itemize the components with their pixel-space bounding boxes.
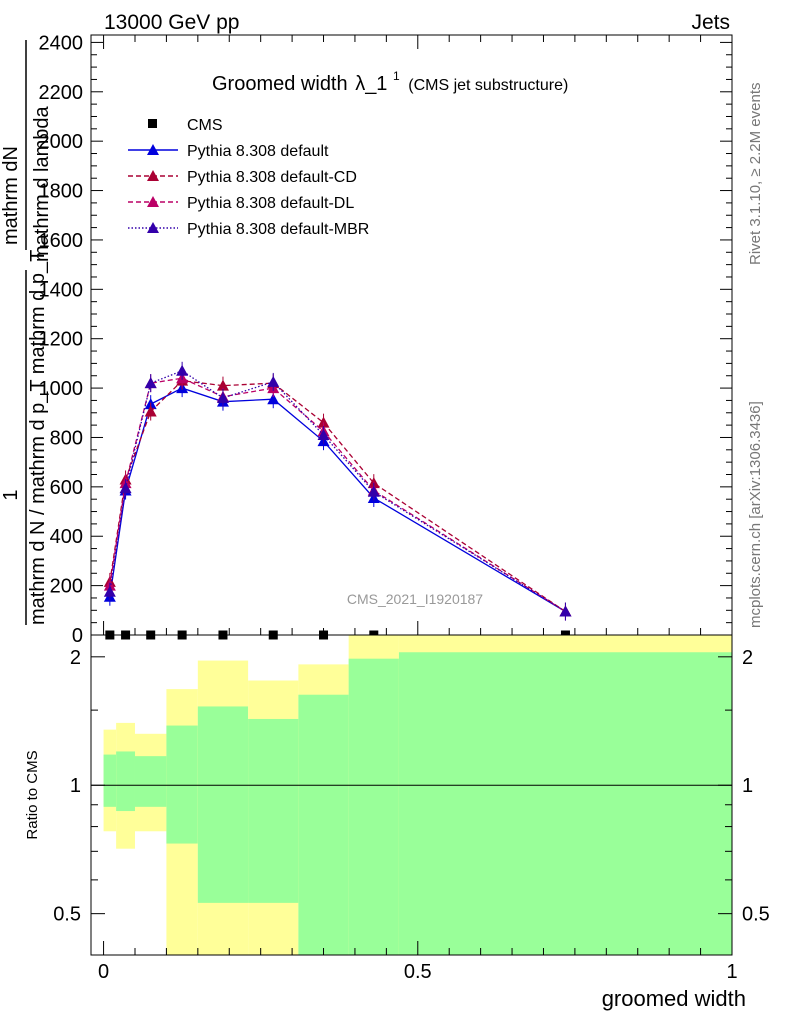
main-ylabel-numerator-sub: mathrm d lambda — [31, 106, 53, 262]
series-line-3 — [109, 377, 566, 613]
ratio-x-axis: 0 0.5 1 — [98, 941, 738, 983]
main-x-ticks — [103, 35, 733, 635]
main-ytick-label: 2000 — [39, 131, 84, 153]
legend: CMS Pythia 8.308 default Pythia 8.308 de… — [128, 117, 369, 238]
series-marker-4 — [103, 585, 116, 597]
series-marker-2 — [317, 416, 330, 428]
ratio-band-inner — [134, 756, 167, 807]
main-ytick-label: 1200 — [39, 329, 84, 351]
chart-title-symbol: λ_1 — [355, 73, 387, 95]
header-right: Jets — [691, 11, 730, 34]
ratio-xtick-label: 0.5 — [404, 961, 432, 983]
ratio-ylabel: Ratio to CMS — [24, 750, 41, 839]
legend-marker-dl — [147, 196, 159, 207]
ratio-band-inner — [166, 725, 198, 844]
ratio-xtick-label: 1 — [726, 961, 737, 983]
series-line-1 — [109, 387, 566, 613]
series-marker-2 — [144, 405, 157, 417]
main-ytick-label: 1000 — [39, 378, 84, 400]
series-marker-4 — [216, 391, 229, 403]
legend-marker-cd — [147, 170, 159, 181]
chart-title-text: Groomed width — [212, 73, 348, 95]
legend-entry-mbr: Pythia 8.308 default-MBR — [128, 221, 369, 238]
legend-entry-cd: Pythia 8.308 default-CD — [128, 169, 357, 186]
ratio-band-inner — [197, 706, 249, 903]
main-ytick-label: 800 — [50, 427, 83, 449]
main-ytick-label: 1800 — [39, 181, 84, 203]
ratio-ytick-label: 2 — [70, 647, 81, 669]
series-marker-4 — [267, 375, 280, 387]
ratio-y-axis: 0.5 0.5 1 1 2 2 — [53, 647, 770, 926]
x-axis-label: groomed width — [602, 986, 746, 1011]
ratio-ytick-label: 0.5 — [53, 904, 81, 926]
series-line-2 — [109, 379, 566, 613]
series-marker-4 — [559, 605, 572, 617]
legend-entry-cms: CMS — [148, 117, 223, 134]
main-ytick-label: 2200 — [39, 82, 84, 104]
legend-entry-dl: Pythia 8.308 default-DL — [128, 195, 354, 212]
main-series — [103, 361, 572, 640]
legend-label-dl: Pythia 8.308 default-DL — [187, 195, 354, 212]
legend-label-cd: Pythia 8.308 default-CD — [187, 169, 357, 186]
series-marker-4 — [176, 364, 189, 376]
ratio-band-inner — [116, 751, 135, 812]
watermark: CMS_2021_I1920187 — [347, 591, 483, 607]
ratio-ytick-label-right: 2 — [742, 647, 753, 669]
series-line-4 — [109, 370, 566, 613]
ratio-ytick-label-right: 1 — [742, 775, 753, 797]
legend-marker-default — [147, 144, 159, 155]
main-ylabel-denominator: mathrm d N / mathrm d p_T mathrm d p_T — [27, 250, 49, 625]
ratio-bands — [103, 635, 732, 955]
main-ytick-label: 600 — [50, 477, 83, 499]
series-marker-4 — [144, 377, 157, 389]
chart-title: Groomed width λ_1 1 (CMS jet substructur… — [212, 63, 568, 95]
ratio-band-inner — [348, 658, 399, 955]
chart-title-note: (CMS jet substructure) — [408, 77, 568, 94]
legend-entry-default: Pythia 8.308 default — [128, 143, 329, 160]
legend-label-cms: CMS — [187, 117, 223, 134]
ratio-band-inner — [398, 652, 732, 955]
main-ytick-label: 200 — [50, 576, 83, 598]
ratio-ytick-label-right: 0.5 — [742, 904, 770, 926]
ratio-band-inner — [298, 694, 349, 955]
main-ytick-label: 400 — [50, 526, 83, 548]
main-ytick-label: 1400 — [39, 279, 84, 301]
chart-title-sup: 1 — [393, 69, 400, 83]
legend-marker-cms — [148, 119, 157, 128]
main-ytick-label: 2400 — [39, 32, 84, 54]
svg-text:Groomed width λ_1: Groomed width λ_1 1 (CMS jet substructur… — [212, 63, 568, 95]
series-marker-1 — [267, 393, 280, 405]
ratio-band-inner — [103, 754, 117, 807]
mcplots-label: mcplots.cern.ch [arXiv:1306.3436] — [747, 401, 764, 628]
legend-marker-mbr — [147, 222, 159, 233]
main-ylabel-one: 1 — [0, 489, 22, 500]
header-left: 13000 GeV pp — [104, 11, 239, 34]
main-ytick-label: 1600 — [39, 230, 84, 252]
legend-label-default: Pythia 8.308 default — [187, 143, 329, 160]
rivet-label: Rivet 3.1.10, ≥ 2.2M events — [747, 83, 764, 266]
main-ylabel: mathrm dN mathrm d lambda 1 mathrm d N /… — [0, 40, 53, 625]
series-marker-4 — [317, 429, 330, 440]
ratio-plot: 0.5 0.51 12 2 0 0.5 1 Ratio to CMS groomed wi… — [24, 634, 770, 1011]
main-plot: 0 200 400 600 800 1000 1200 1400 1600 1800 2000 220… — [39, 32, 733, 647]
main-ylabel-numerator: mathrm dN — [0, 146, 22, 245]
main-ytick-label: 0 — [72, 625, 83, 647]
ratio-band-inner — [248, 718, 299, 903]
series-marker-4 — [119, 482, 132, 494]
legend-label-mbr: Pythia 8.308 default-MBR — [187, 221, 369, 238]
ratio-ytick-label: 1 — [70, 775, 81, 797]
main-y-axis: 0 200 400 600 800 1000 1200 1400 1600 1800 2000 220… — [39, 32, 732, 647]
ratio-plot-frame — [90, 634, 733, 956]
series-marker-2 — [216, 379, 229, 391]
ratio-xtick-label: 0 — [98, 961, 109, 983]
series-marker-4 — [367, 485, 380, 497]
